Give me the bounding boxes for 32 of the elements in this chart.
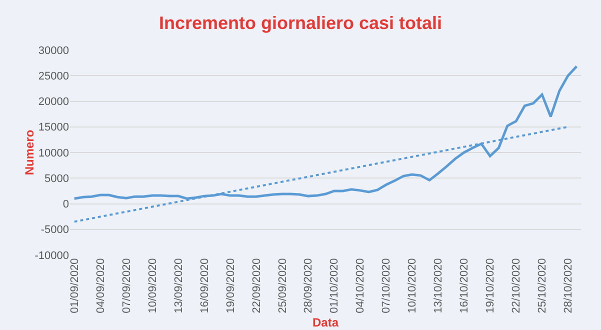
x-tick-label: 19/09/2020: [224, 258, 237, 314]
y-tick-label: -10000: [34, 250, 69, 262]
x-tick-label: 10/09/2020: [146, 258, 159, 314]
x-axis-title: Data: [312, 315, 339, 330]
x-tick-label: 25/09/2020: [276, 258, 289, 314]
x-tick-label: 22/09/2020: [250, 258, 263, 314]
y-tick-label: 30000: [38, 44, 69, 57]
y-tick-label: 25000: [38, 70, 69, 82]
chart-title: Incremento giornaliero casi totali: [158, 13, 442, 34]
x-tick-label: 16/10/2020: [458, 258, 471, 314]
x-tick-label: 25/10/2020: [536, 258, 549, 314]
y-tick-label: 0: [62, 198, 69, 211]
y-tick-label: 20000: [38, 96, 69, 108]
x-tick-label: 10/10/2020: [406, 258, 419, 314]
x-tick-label: 04/10/2020: [354, 258, 367, 314]
x-tick-label: 13/10/2020: [432, 258, 445, 314]
x-tick-label: 13/09/2020: [172, 258, 185, 314]
x-tick-label: 28/10/2020: [562, 258, 575, 314]
x-tick-label: 01/10/2020: [328, 258, 341, 314]
x-tick-label: 01/09/2020: [68, 258, 81, 314]
x-tick-label: 22/10/2020: [510, 258, 523, 314]
x-tick-label: 28/09/2020: [302, 258, 315, 314]
x-tick-label: 19/10/2020: [484, 258, 497, 314]
x-tick-label: 04/09/2020: [94, 258, 107, 314]
y-tick-label: 15000: [38, 122, 69, 134]
x-tick-label: 07/09/2020: [120, 258, 133, 314]
x-tick-label: 07/10/2020: [380, 258, 393, 314]
y-axis-title: Numero: [22, 130, 36, 176]
y-tick-label: -5000: [40, 224, 69, 236]
y-tick-label: 10000: [38, 147, 69, 160]
x-tick-label: 16/09/2020: [198, 258, 211, 314]
y-tick-label: 5000: [44, 172, 69, 185]
